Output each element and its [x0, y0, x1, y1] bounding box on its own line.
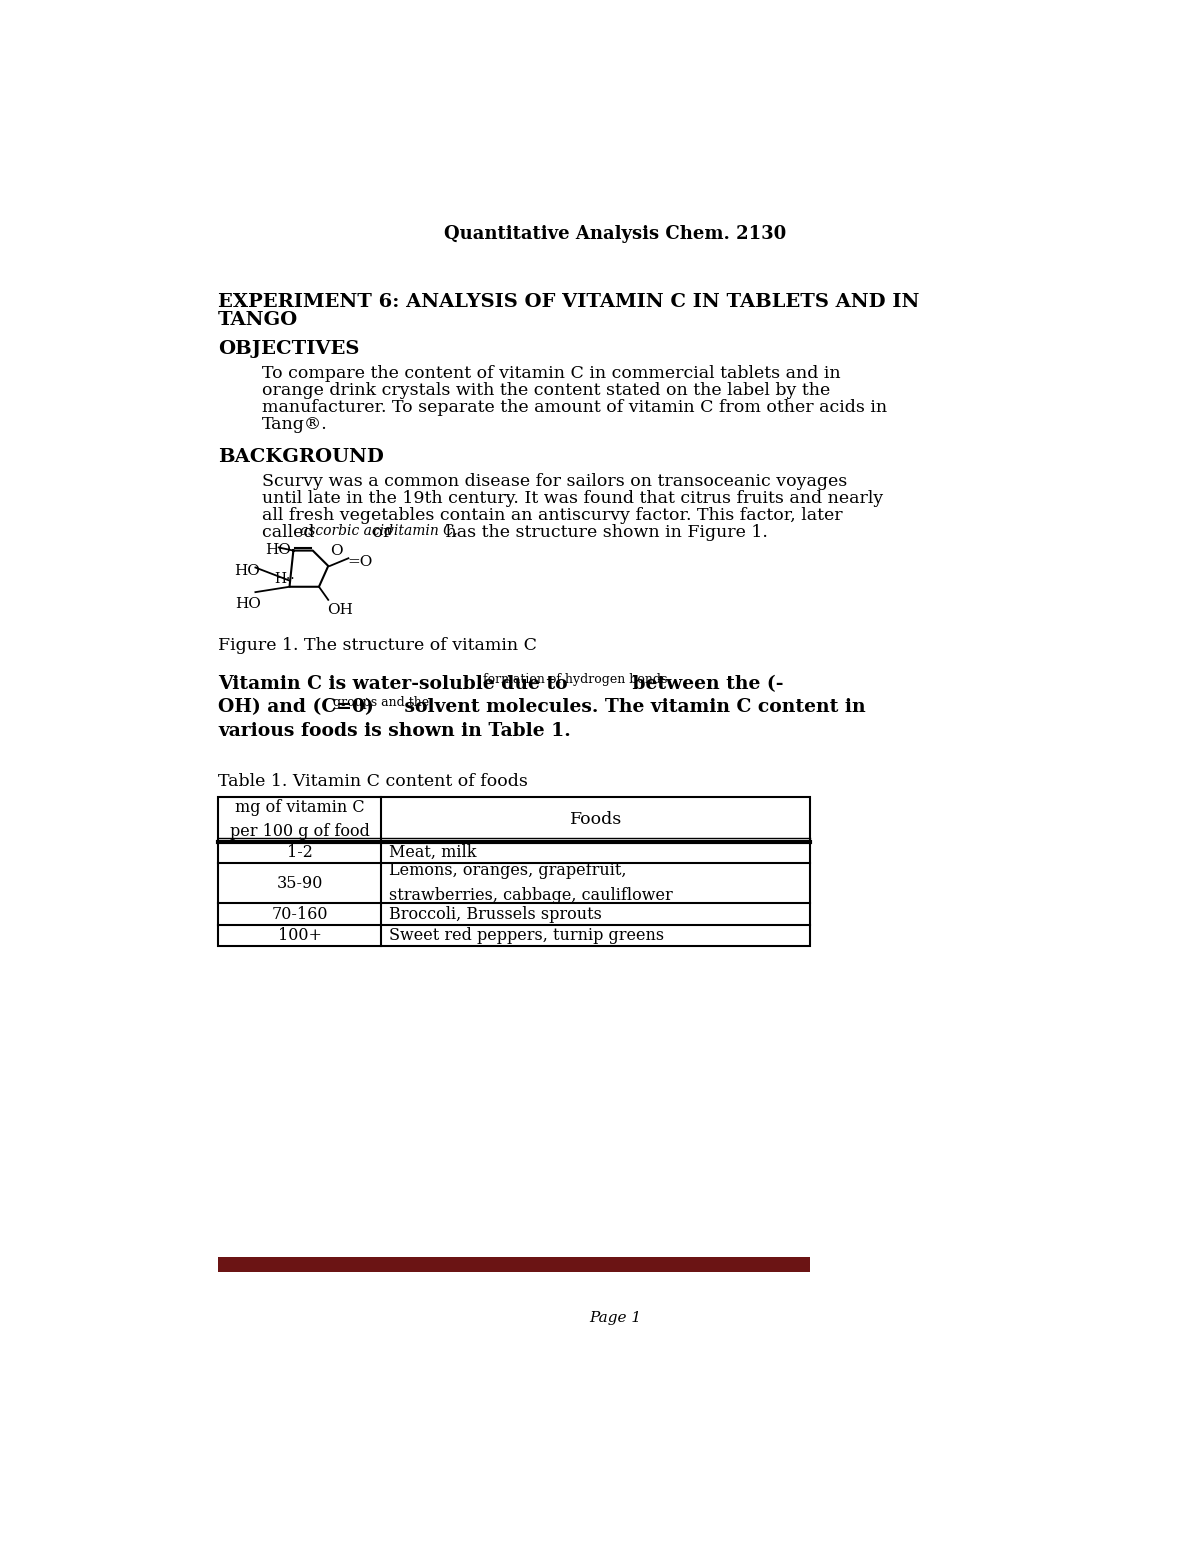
- Text: Scurvy was a common disease for sailors on transoceanic voyages: Scurvy was a common disease for sailors …: [263, 472, 847, 489]
- Text: until late in the 19th century. It was found that citrus fruits and nearly: until late in the 19th century. It was f…: [263, 489, 883, 506]
- Text: Broccoli, Brussels sprouts: Broccoli, Brussels sprouts: [389, 905, 601, 922]
- Text: HO: HO: [235, 596, 262, 610]
- Bar: [218, 1256, 810, 1272]
- Text: HO: HO: [265, 544, 290, 558]
- Text: 100+: 100+: [277, 927, 322, 944]
- Text: Tang®.: Tang®.: [263, 416, 328, 433]
- Text: OH: OH: [326, 603, 353, 617]
- Text: between the (-: between the (-: [626, 676, 784, 693]
- Text: Foods: Foods: [570, 811, 622, 828]
- Text: OH) and (C=0): OH) and (C=0): [218, 699, 380, 716]
- Text: various foods is shown in Table 1.: various foods is shown in Table 1.: [218, 722, 571, 739]
- Text: Meat, milk: Meat, milk: [389, 843, 476, 860]
- Text: HO: HO: [234, 564, 259, 578]
- Text: EXPERIMENT 6: ANALYSIS OF VITAMIN C IN TABLETS AND IN: EXPERIMENT 6: ANALYSIS OF VITAMIN C IN T…: [218, 292, 919, 311]
- Text: called: called: [263, 523, 320, 540]
- Text: Table 1. Vitamin C content of foods: Table 1. Vitamin C content of foods: [218, 773, 528, 790]
- Text: orange drink crystals with the content stated on the label by the: orange drink crystals with the content s…: [263, 382, 830, 399]
- Text: TANGO: TANGO: [218, 311, 299, 329]
- Text: 35-90: 35-90: [276, 874, 323, 891]
- Text: vitamin C,: vitamin C,: [386, 523, 458, 537]
- Text: Figure 1. The structure of vitamin C: Figure 1. The structure of vitamin C: [218, 637, 538, 654]
- Text: Sweet red peppers, turnip greens: Sweet red peppers, turnip greens: [389, 927, 664, 944]
- Text: =O: =O: [348, 554, 373, 570]
- Text: O: O: [330, 544, 342, 558]
- Text: Page 1: Page 1: [589, 1311, 641, 1325]
- Text: or: or: [367, 523, 397, 540]
- Text: BACKGROUND: BACKGROUND: [218, 449, 384, 466]
- Text: formation of hydrogen bonds: formation of hydrogen bonds: [484, 672, 667, 686]
- Text: OBJECTIVES: OBJECTIVES: [218, 340, 360, 359]
- Text: manufacturer. To separate the amount of vitamin C from other acids in: manufacturer. To separate the amount of …: [263, 399, 888, 416]
- Text: all fresh vegetables contain an antiscurvy factor. This factor, later: all fresh vegetables contain an antiscur…: [263, 506, 842, 523]
- Text: solvent molecules. The vitamin C content in: solvent molecules. The vitamin C content…: [398, 699, 865, 716]
- Text: H··: H··: [274, 572, 295, 585]
- Text: Lemons, oranges, grapefruit,
strawberries, cabbage, cauliflower: Lemons, oranges, grapefruit, strawberrie…: [389, 862, 672, 904]
- Text: To compare the content of vitamin C in commercial tablets and in: To compare the content of vitamin C in c…: [263, 365, 841, 382]
- Text: 1-2: 1-2: [287, 843, 312, 860]
- Text: 70-160: 70-160: [271, 905, 328, 922]
- Text: groups and the: groups and the: [332, 696, 430, 710]
- Text: mg of vitamin C
per 100 g of food: mg of vitamin C per 100 g of food: [229, 800, 370, 840]
- Text: Quantitative Analysis Chem. 2130: Quantitative Analysis Chem. 2130: [444, 225, 786, 244]
- Bar: [218, 797, 810, 946]
- Text: has the structure shown in Figure 1.: has the structure shown in Figure 1.: [440, 523, 768, 540]
- Text: Vitamin C is water-soluble due to: Vitamin C is water-soluble due to: [218, 676, 575, 693]
- Text: ascorbic acid: ascorbic acid: [300, 523, 392, 537]
